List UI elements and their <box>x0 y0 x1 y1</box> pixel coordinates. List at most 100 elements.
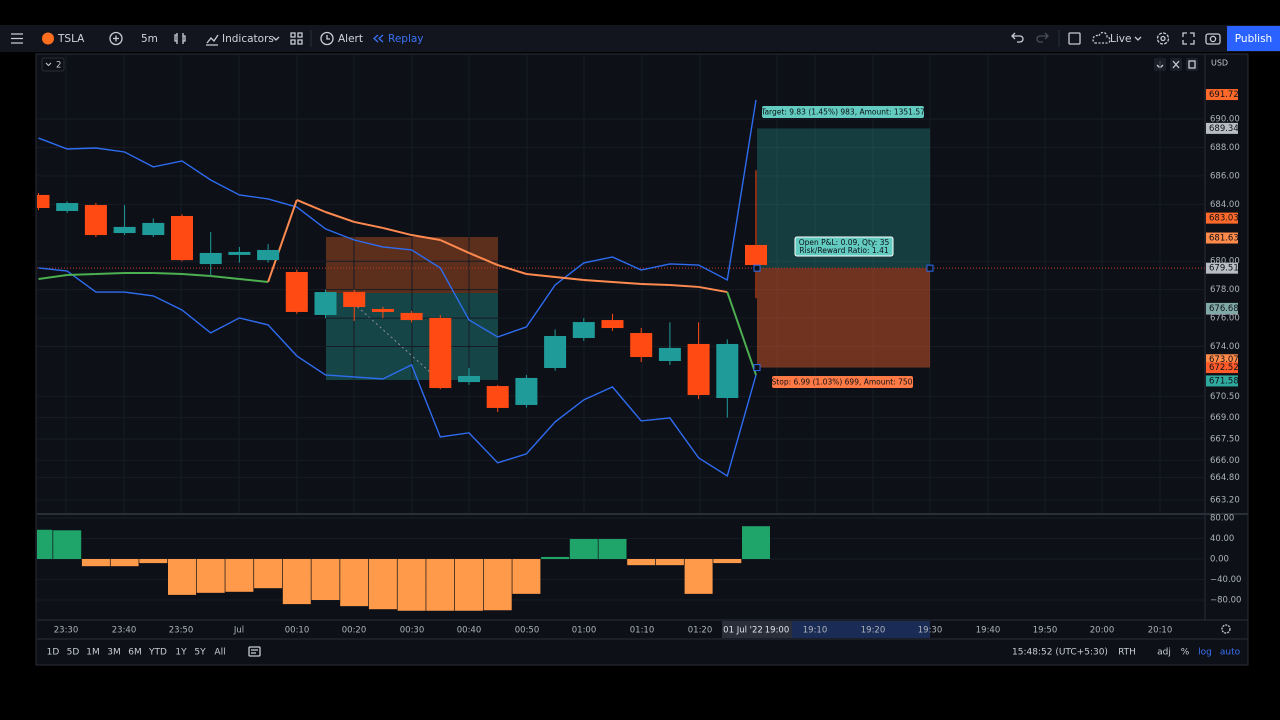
currency[interactable]: USD <box>1211 59 1228 68</box>
live[interactable]: Live <box>1110 33 1131 45</box>
handle[interactable] <box>753 264 761 272</box>
oscillator-pane <box>37 517 1205 611</box>
moving-average-segment <box>526 273 556 278</box>
snapshot[interactable] <box>1205 33 1221 45</box>
time-tick-label: 19:10 <box>803 626 828 636</box>
alert[interactable]: Alert <box>338 33 363 45</box>
histogram-bar <box>397 559 426 611</box>
histogram-bar <box>569 539 598 559</box>
moving-average-segment <box>325 211 355 223</box>
time-tick-label: 00:20 <box>342 626 367 636</box>
status-adj[interactable]: adj <box>1157 648 1171 658</box>
moving-average-segment <box>296 198 326 213</box>
histogram-bar <box>598 539 627 559</box>
candle-body <box>142 222 165 236</box>
range-button[interactable]: 1M <box>86 648 100 658</box>
status-session[interactable]: RTH <box>1118 648 1136 658</box>
price-tick-label: 663.20 <box>1210 496 1240 506</box>
redo[interactable] <box>1036 32 1049 43</box>
settings[interactable] <box>1156 32 1170 45</box>
histogram-bar <box>340 559 369 607</box>
oscillator-tick-label: −40.00 <box>1210 575 1241 585</box>
candle-body <box>572 322 595 338</box>
moving-average-segment <box>239 277 269 283</box>
indicators[interactable]: Indicators <box>222 33 274 45</box>
moving-average-segment <box>382 226 412 237</box>
pane-controls[interactable] <box>1154 58 1198 71</box>
range-button[interactable]: YTD <box>148 648 167 658</box>
price-tick-label: 664.80 <box>1210 473 1240 483</box>
time-tick-label: 23:40 <box>112 626 137 636</box>
chart-type[interactable] <box>174 33 186 44</box>
time-tick-label: 01:20 <box>688 626 713 636</box>
replay[interactable]: Replay <box>388 33 424 45</box>
price-tag-label: 676.68 <box>1209 304 1239 314</box>
candle-body <box>37 194 50 209</box>
handle[interactable] <box>926 264 934 272</box>
moving-average-segment <box>641 282 670 286</box>
stop-label-box <box>772 376 913 388</box>
range-button[interactable]: 5D <box>67 648 80 658</box>
status-auto[interactable]: auto <box>1220 648 1241 658</box>
range-button[interactable]: All <box>214 648 225 658</box>
moving-average-segment <box>669 283 699 288</box>
pnl-label-box <box>794 236 894 257</box>
layout[interactable] <box>1068 32 1081 45</box>
replay-icon[interactable] <box>373 34 384 43</box>
range-highlight <box>757 621 930 638</box>
price-tick-label: 667.50 <box>1210 434 1240 444</box>
range-button[interactable]: 3M <box>107 648 121 658</box>
range-button[interactable]: 1Y <box>175 648 187 658</box>
undo[interactable] <box>1011 32 1024 43</box>
candle-body <box>228 251 251 255</box>
price-tag <box>1206 212 1238 224</box>
add-symbol[interactable] <box>109 31 123 46</box>
range-button[interactable]: 6M <box>128 648 142 658</box>
menu-icon[interactable] <box>11 33 23 44</box>
candle-body <box>343 292 366 307</box>
histogram-bar <box>81 559 110 567</box>
histogram-bar <box>139 559 168 564</box>
time-tick-label: 19:20 <box>861 626 886 636</box>
candle-body <box>400 312 423 321</box>
moving-average-segment <box>583 278 613 283</box>
time-tick-label: 19:00 <box>765 626 790 636</box>
axis-settings[interactable] <box>1221 624 1231 634</box>
handle[interactable] <box>753 364 761 372</box>
moving-average-segment <box>612 280 642 285</box>
moving-average-segment <box>38 274 68 280</box>
interval[interactable]: 5m <box>141 33 158 45</box>
time-tick-label: 00:10 <box>285 626 310 636</box>
live-dropdown[interactable] <box>1134 36 1142 41</box>
symbol[interactable]: TSLA <box>57 33 85 45</box>
histogram-bar <box>655 559 684 566</box>
candle-body <box>314 292 337 315</box>
stop-zone[interactable] <box>757 268 930 368</box>
histogram-bar <box>254 559 283 589</box>
templates[interactable] <box>290 32 303 45</box>
status-percent[interactable]: % <box>1181 648 1190 658</box>
pane-badge-box[interactable] <box>41 57 65 72</box>
publish[interactable]: Publish <box>1235 33 1272 45</box>
bottom-bar: 1D 5D 1M 3M 6M YTD 1Y 5Y All 15:48:52 (UTC+5:30) R… <box>47 648 1241 658</box>
status-log[interactable]: log <box>1198 648 1212 658</box>
moving-average-segment <box>698 285 728 294</box>
time-tick-label: 19:40 <box>976 626 1001 636</box>
range-button[interactable]: 5Y <box>194 648 206 658</box>
time-tick-label: 00:40 <box>457 626 482 636</box>
alert-icon[interactable] <box>320 31 334 46</box>
stop-label: Stop: 6.99 (1.03%) 699, Amount: 750 <box>772 378 913 387</box>
range-button[interactable]: 1D <box>47 648 60 658</box>
price-tag-label: 679.51 <box>1209 264 1239 274</box>
date-range-icon[interactable] <box>248 646 261 657</box>
live-icon[interactable] <box>1092 31 1111 44</box>
publish-button[interactable] <box>1227 26 1280 51</box>
candle-body <box>486 386 509 408</box>
candle-body <box>257 249 280 261</box>
symbol-icon <box>42 32 54 45</box>
fullscreen[interactable] <box>1182 32 1195 45</box>
price-tag <box>1206 262 1238 274</box>
indicators-icon[interactable] <box>206 34 219 46</box>
time-tick-label: 23:50 <box>169 626 194 636</box>
indicators-dropdown[interactable] <box>272 36 280 41</box>
